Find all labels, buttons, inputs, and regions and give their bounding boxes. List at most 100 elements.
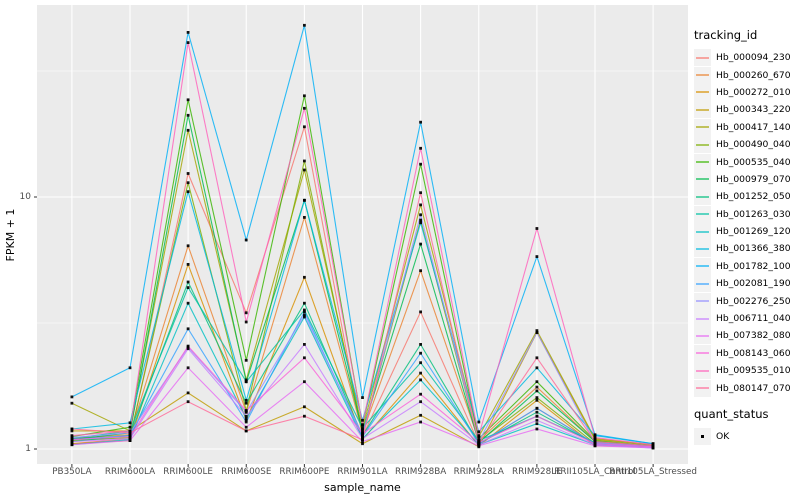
data-point xyxy=(535,255,539,258)
data-point xyxy=(419,371,422,375)
data-point xyxy=(186,347,190,351)
data-point xyxy=(244,410,248,414)
line-swatch-icon xyxy=(696,195,709,198)
data-point xyxy=(186,31,190,34)
legend-key-box xyxy=(694,205,711,223)
legend-key-box xyxy=(694,118,711,136)
data-point xyxy=(303,308,306,312)
data-point xyxy=(186,172,190,175)
data-point xyxy=(244,380,248,384)
line-swatch-icon xyxy=(696,161,709,164)
legend-label: Hb_001366_380 xyxy=(716,243,791,255)
x-tick-label-RRIM928LE: RRIM928LE xyxy=(512,467,562,477)
legend-key-box xyxy=(694,240,711,258)
data-point xyxy=(419,343,422,346)
data-point xyxy=(419,213,422,217)
line-swatch-icon xyxy=(696,178,709,181)
legend-item-Hb_000260_670: Hb_000260_670 xyxy=(694,66,798,84)
legend-title-quant-status: quant_status xyxy=(694,406,769,421)
data-point xyxy=(303,125,306,129)
data-point xyxy=(244,409,248,412)
legend-key-box xyxy=(694,310,711,328)
data-point xyxy=(244,398,248,402)
legend-label: Hb_001269_120 xyxy=(716,226,791,238)
data-point xyxy=(419,191,422,195)
data-point xyxy=(244,378,248,382)
data-point xyxy=(128,439,132,442)
data-point xyxy=(535,389,539,393)
data-point xyxy=(361,426,364,430)
data-point xyxy=(303,414,306,418)
data-point xyxy=(593,444,597,448)
point-swatch-icon xyxy=(701,435,704,438)
y-axis-title: FPKM + 1 xyxy=(4,208,17,262)
legend-item-Hb_007382_080: Hb_007382_080 xyxy=(694,327,798,345)
legend-label: Hb_009535_010 xyxy=(716,365,791,377)
data-point xyxy=(128,429,132,433)
data-point xyxy=(361,423,364,426)
legend-key-box xyxy=(694,153,711,171)
data-point xyxy=(70,429,74,433)
data-point xyxy=(477,420,481,424)
line-swatch-icon xyxy=(696,247,709,250)
legend-key-box xyxy=(694,83,711,101)
x-tick-label-RRII105LA_Control: RRII105LA_Control xyxy=(554,467,636,477)
data-point xyxy=(419,420,422,424)
legend: tracking_id Hb_000094_230 Hb_000260_670 Hb… xyxy=(694,28,798,445)
legend-item-Hb_001782_100: Hb_001782_100 xyxy=(694,257,798,275)
legend-key-box xyxy=(694,275,711,293)
legend-label: Hb_008143_060 xyxy=(716,347,791,359)
legend-key-box xyxy=(694,188,711,206)
data-point xyxy=(70,440,74,443)
legend-title-tracking-id: tracking_id xyxy=(694,28,758,42)
data-point xyxy=(419,146,422,150)
data-point xyxy=(70,443,74,447)
line-swatch-icon xyxy=(696,282,709,285)
data-point xyxy=(244,358,248,362)
data-point xyxy=(70,427,74,431)
legend-key-box xyxy=(694,101,711,119)
data-point xyxy=(186,400,190,404)
data-point xyxy=(128,435,132,438)
legend-key-box xyxy=(694,327,711,345)
data-point xyxy=(419,400,422,404)
data-point xyxy=(303,380,306,384)
line-swatch-icon xyxy=(696,334,709,337)
data-point xyxy=(419,378,422,382)
legend-key-box xyxy=(694,66,711,84)
line-swatch-icon xyxy=(696,74,709,77)
data-point xyxy=(361,429,364,433)
legend-key-box xyxy=(694,362,711,380)
data-point xyxy=(361,438,364,441)
legend-key-box xyxy=(694,379,711,397)
data-point xyxy=(303,94,306,98)
line-swatch-icon xyxy=(696,108,709,111)
x-tick-label-RRIM600SE: RRIM600SE xyxy=(221,467,272,477)
data-point xyxy=(535,356,539,360)
legend-key-box xyxy=(694,257,711,275)
line-swatch-icon xyxy=(696,265,709,268)
legend-item-Hb_001366_380: Hb_001366_380 xyxy=(694,240,798,258)
line-swatch-icon xyxy=(696,387,709,390)
data-point xyxy=(186,244,190,248)
legend-label: Hb_007382_080 xyxy=(716,330,791,342)
data-point xyxy=(535,422,539,426)
data-point xyxy=(419,310,422,314)
data-point xyxy=(535,380,539,384)
data-point xyxy=(419,269,422,273)
legend-label: Hb_000260_670 xyxy=(716,69,791,81)
data-point xyxy=(186,366,190,370)
data-point xyxy=(128,425,132,429)
data-point xyxy=(128,437,132,440)
legend-label: Hb_000417_140 xyxy=(716,121,791,133)
legend-series-list: Hb_000094_230 Hb_000260_670 Hb_000272_010 H… xyxy=(694,49,798,397)
x-axis-title: sample_name xyxy=(324,481,401,494)
line-swatch-icon xyxy=(696,143,709,146)
legend-key-box xyxy=(694,344,711,362)
line-swatch-icon xyxy=(696,352,709,355)
legend-label: Hb_001263_030 xyxy=(716,208,791,220)
data-point xyxy=(303,343,306,346)
data-point xyxy=(244,414,248,418)
data-point xyxy=(419,221,422,225)
